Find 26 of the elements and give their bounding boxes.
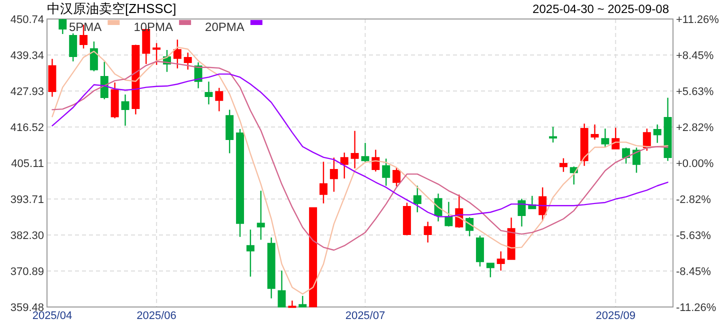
- legend-label: 10PMA: [134, 20, 174, 34]
- x-tick-label: 2025/06: [136, 310, 176, 320]
- x-tick-label: 2025/09: [596, 310, 636, 320]
- line-series: [52, 73, 668, 218]
- y-tick-label: 382.30: [10, 230, 44, 242]
- x-tick-label: 2025/04: [32, 310, 72, 320]
- x-tick-label: 2025/07: [345, 310, 386, 320]
- y2-tick-label: -2.82%: [676, 194, 712, 206]
- y2-tick-label: +8.45%: [676, 50, 714, 62]
- y2-tick-label: +5.63%: [676, 86, 714, 98]
- y-tick-label: 393.71: [10, 194, 44, 206]
- y-tick-label: 370.89: [10, 266, 44, 278]
- y-tick-label: 405.11: [11, 158, 44, 170]
- y2-tick-label: -11.26%: [676, 302, 716, 314]
- y2-tick-label: +11.26%: [676, 14, 720, 26]
- chart-title: 中汉原油卖空[ZHSSC]: [47, 1, 176, 16]
- y2-tick-label: -8.45%: [676, 266, 712, 278]
- chart-subtitle: 2025-04-30 ~ 2025-09-08: [532, 2, 670, 16]
- legend-label: 20PMA: [205, 20, 244, 34]
- y-tick-label: 427.93: [10, 86, 44, 98]
- y-tick-label: 450.74: [10, 14, 44, 26]
- y-tick-label: 439.34: [10, 50, 44, 62]
- y-tick-label: 416.52: [10, 122, 44, 134]
- y2-tick-label: +2.82%: [676, 122, 714, 134]
- y2-tick-label: -5.63%: [676, 230, 712, 242]
- y2-tick-label: +0.00%: [676, 158, 714, 170]
